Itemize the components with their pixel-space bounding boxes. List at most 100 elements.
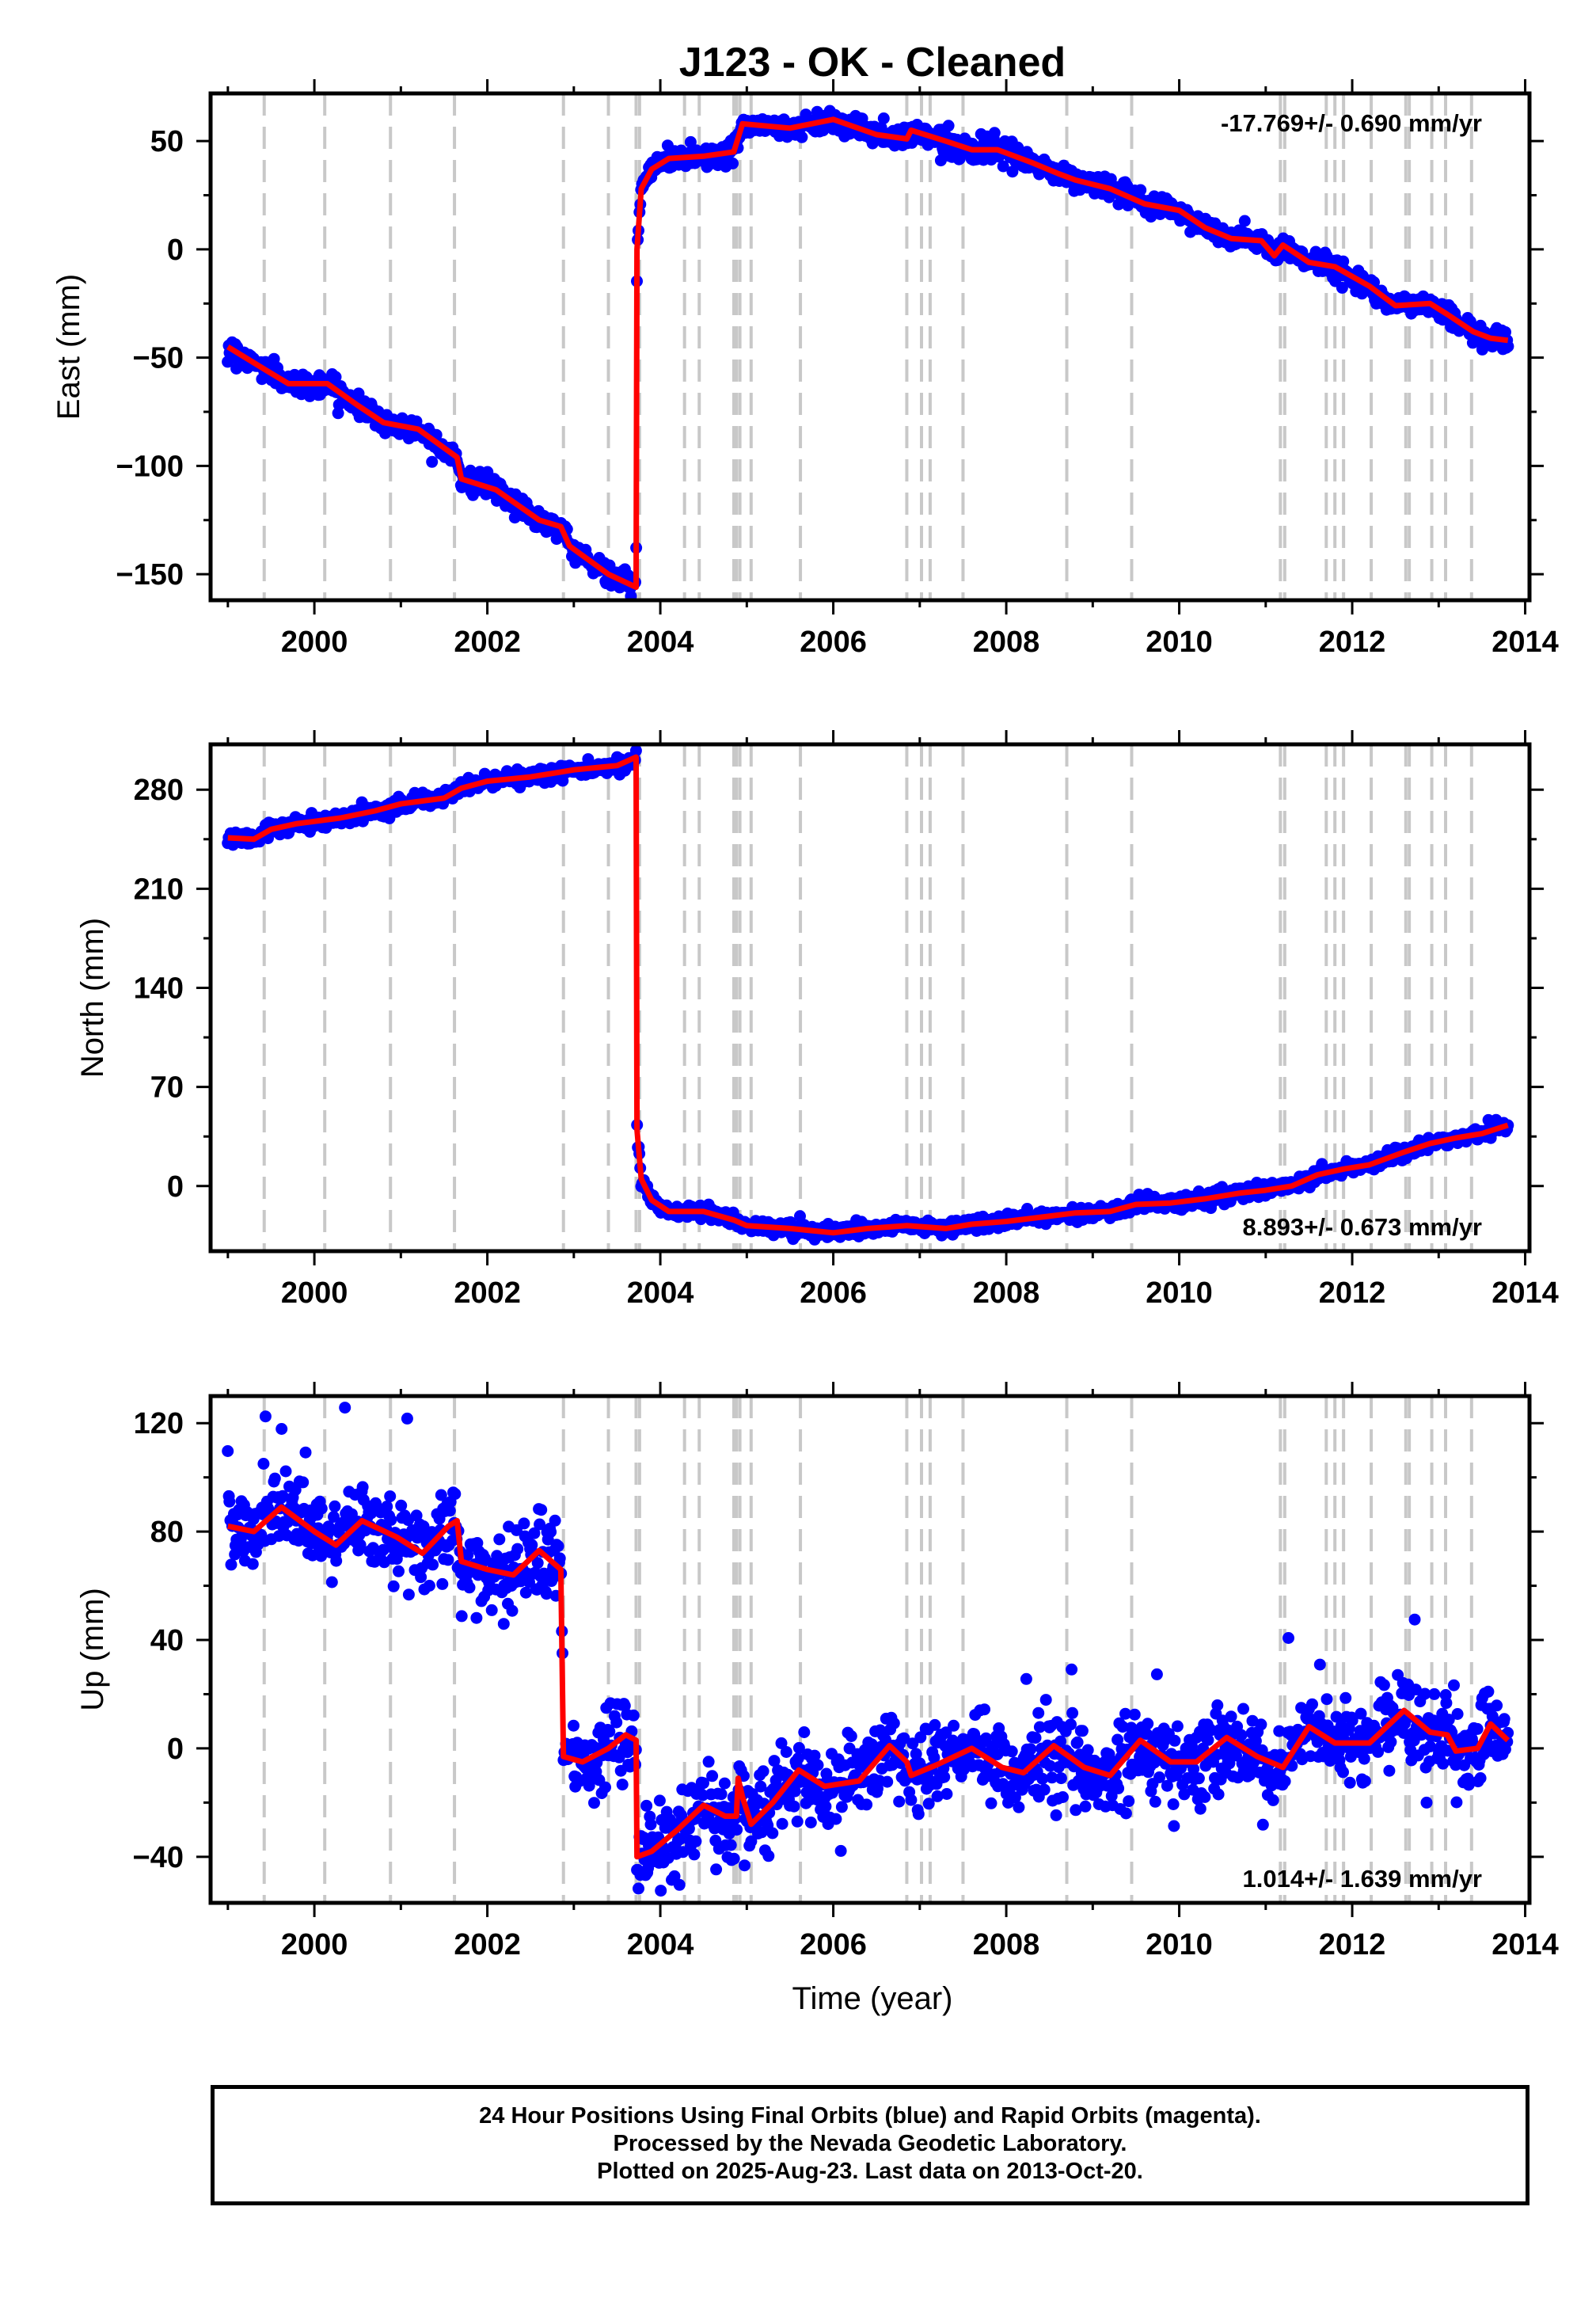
data-point — [792, 1752, 804, 1764]
data-point — [905, 1794, 918, 1806]
data-point — [1420, 1796, 1433, 1809]
data-point — [653, 1794, 666, 1807]
data-point — [1194, 1802, 1206, 1815]
data-point — [893, 1795, 906, 1808]
data-point — [940, 1788, 953, 1800]
data-point — [497, 1618, 510, 1630]
data-point — [449, 1488, 462, 1501]
data-point — [1225, 1710, 1237, 1723]
y-tick-label: 40 — [150, 1624, 184, 1657]
data-point — [1205, 1724, 1217, 1737]
x-tick-label: 2014 — [1492, 626, 1559, 659]
data-point — [910, 1748, 922, 1760]
data-point — [914, 1731, 927, 1744]
data-point — [1006, 166, 1019, 178]
data-point — [1168, 1820, 1180, 1832]
data-point — [257, 1458, 270, 1470]
data-point — [1306, 1698, 1318, 1710]
y-axis-label-up: Up (mm) — [75, 1588, 110, 1711]
caption-box: 24 Hour Positions Using Final Orbits (bl… — [211, 2085, 1530, 2205]
data-point — [1408, 1613, 1421, 1626]
data-point — [1498, 1713, 1510, 1725]
data-point — [819, 1800, 832, 1813]
data-point — [1171, 1720, 1184, 1733]
data-point — [625, 590, 637, 600]
data-point — [1249, 1735, 1262, 1747]
data-point — [222, 1445, 234, 1457]
data-point — [830, 1813, 842, 1825]
data-point — [225, 1558, 238, 1571]
data-point — [775, 1737, 788, 1749]
data-point — [1256, 1818, 1269, 1831]
x-tick-label: 2008 — [973, 626, 1040, 659]
x-tick-label: 2006 — [800, 626, 867, 659]
data-point — [948, 1719, 960, 1732]
caption-line-1: 24 Hour Positions Using Final Orbits (bl… — [479, 2103, 1261, 2129]
data-point — [644, 1818, 657, 1831]
data-point — [980, 1732, 992, 1744]
data-point — [929, 1718, 941, 1731]
data-point — [259, 1410, 272, 1423]
data-point — [792, 1741, 805, 1754]
data-point — [1070, 1804, 1082, 1817]
data-point — [1238, 215, 1251, 227]
data-point — [938, 1771, 951, 1783]
y-tick-label: 210 — [134, 873, 184, 906]
caption-line-2: Processed by the Nevada Geodetic Laborat… — [613, 2131, 1127, 2156]
data-point — [1065, 1718, 1077, 1731]
x-tick-label: 2012 — [1319, 1276, 1386, 1310]
y-tick-label: 120 — [134, 1407, 184, 1440]
data-point — [766, 1827, 779, 1840]
data-point — [928, 1752, 940, 1763]
x-tick-label: 2014 — [1492, 1928, 1559, 1961]
data-point — [384, 1490, 397, 1503]
data-point — [417, 1520, 430, 1532]
data-point — [1358, 1775, 1371, 1787]
data-point — [791, 1815, 804, 1828]
data-point — [1013, 1801, 1025, 1813]
data-point — [423, 1580, 435, 1592]
x-tick-label: 2002 — [454, 1276, 521, 1310]
data-point — [1128, 1708, 1141, 1721]
y-tick-label: −50 — [133, 342, 184, 375]
data-point — [706, 1770, 719, 1782]
data-point — [511, 1543, 524, 1555]
data-point — [811, 1759, 824, 1771]
data-point — [1336, 281, 1348, 294]
data-point — [845, 1730, 857, 1742]
data-point — [1223, 1757, 1236, 1770]
data-point — [276, 1423, 288, 1435]
x-tick-label: 2000 — [281, 626, 348, 659]
y-axis-label-east: East (mm) — [51, 274, 86, 420]
data-point — [715, 1788, 728, 1801]
data-point — [1340, 1691, 1352, 1704]
data-point — [1440, 1697, 1453, 1710]
data-point — [540, 1588, 553, 1600]
data-point — [922, 1798, 935, 1810]
data-point — [549, 1514, 561, 1527]
data-point — [1451, 1708, 1464, 1720]
data-point — [535, 1504, 548, 1516]
data-point — [1123, 1795, 1135, 1808]
data-point — [1502, 340, 1514, 352]
data-point — [1237, 1703, 1249, 1715]
data-point — [246, 1558, 259, 1570]
data-point — [627, 1709, 640, 1722]
data-point — [1033, 1721, 1046, 1733]
y-tick-label: 280 — [134, 774, 184, 807]
x-tick-label: 2006 — [800, 1928, 867, 1961]
data-point — [629, 744, 642, 757]
data-point — [1005, 1745, 1018, 1758]
data-point — [1054, 1735, 1067, 1748]
model-line-east — [226, 116, 1509, 591]
model-line-north — [227, 754, 1509, 1236]
x-tick-label: 2012 — [1319, 1928, 1386, 1961]
data-point — [1081, 1744, 1094, 1756]
x-tick-label: 2004 — [627, 1276, 694, 1310]
data-point — [470, 1611, 483, 1624]
data-point — [1267, 1794, 1279, 1806]
y-tick-label: 80 — [150, 1516, 184, 1549]
x-tick-label: 2010 — [1146, 1276, 1213, 1310]
data-point — [898, 1732, 910, 1744]
